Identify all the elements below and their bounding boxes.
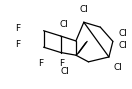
- Text: Cl: Cl: [60, 19, 69, 29]
- Text: F: F: [38, 59, 43, 68]
- Text: F: F: [15, 23, 20, 33]
- Text: F: F: [59, 59, 64, 68]
- Text: F: F: [15, 40, 20, 49]
- Text: Cl: Cl: [114, 63, 123, 72]
- Text: Cl: Cl: [118, 41, 127, 50]
- Text: Cl: Cl: [79, 5, 88, 14]
- Text: Cl: Cl: [118, 29, 127, 38]
- Text: Cl: Cl: [60, 67, 69, 76]
